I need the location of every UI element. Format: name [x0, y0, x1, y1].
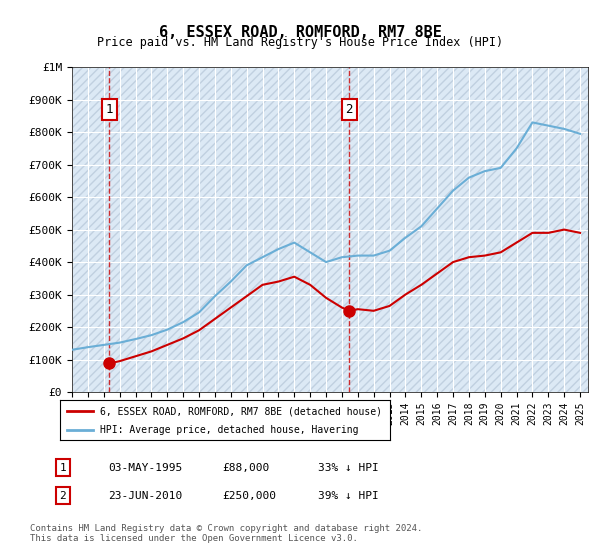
Text: 39% ↓ HPI: 39% ↓ HPI — [318, 491, 379, 501]
Text: 1: 1 — [106, 103, 113, 116]
Text: 2: 2 — [346, 103, 353, 116]
Text: 6, ESSEX ROAD, ROMFORD, RM7 8BE: 6, ESSEX ROAD, ROMFORD, RM7 8BE — [158, 25, 442, 40]
Text: 2: 2 — [59, 491, 67, 501]
Text: 23-JUN-2010: 23-JUN-2010 — [108, 491, 182, 501]
Text: £250,000: £250,000 — [222, 491, 276, 501]
Text: 1: 1 — [59, 463, 67, 473]
Text: Price paid vs. HM Land Registry's House Price Index (HPI): Price paid vs. HM Land Registry's House … — [97, 36, 503, 49]
Text: HPI: Average price, detached house, Havering: HPI: Average price, detached house, Have… — [100, 425, 358, 435]
Text: 33% ↓ HPI: 33% ↓ HPI — [318, 463, 379, 473]
Text: 6, ESSEX ROAD, ROMFORD, RM7 8BE (detached house): 6, ESSEX ROAD, ROMFORD, RM7 8BE (detache… — [100, 407, 382, 417]
Text: £88,000: £88,000 — [222, 463, 269, 473]
Text: Contains HM Land Registry data © Crown copyright and database right 2024.
This d: Contains HM Land Registry data © Crown c… — [30, 524, 422, 543]
Text: 03-MAY-1995: 03-MAY-1995 — [108, 463, 182, 473]
